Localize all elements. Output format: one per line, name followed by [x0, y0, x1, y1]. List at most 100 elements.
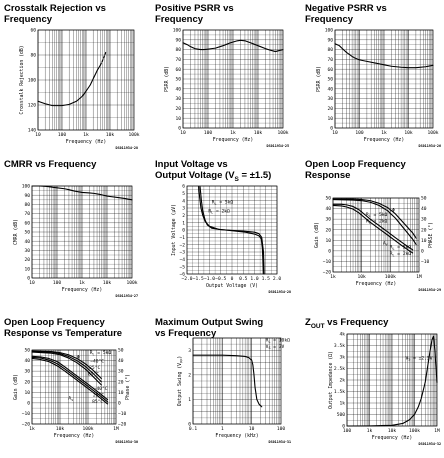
y-tick-label: 10: [325, 238, 331, 244]
chart-title: CMRR vs Frequency: [4, 159, 97, 170]
grid: [182, 29, 283, 129]
chart-title: Maximum Output Swing vs Frequency: [155, 317, 264, 339]
y-tick-label: 10: [24, 390, 30, 396]
annotation: Φ: [77, 354, 80, 360]
y-tick-label: −4: [179, 257, 185, 263]
y-tick-label: 40: [24, 358, 30, 364]
y-tick-label: 20: [325, 227, 331, 233]
y-tick-label: 40: [24, 239, 30, 245]
annotation: RL​ = 5kΩ: [366, 212, 388, 218]
y-tick-label: 90: [175, 37, 181, 43]
y-tick-label: 60: [30, 28, 36, 34]
x-tick-label: 10k: [56, 426, 65, 432]
series-line-3: [31, 351, 102, 386]
y-tick-label: 70: [327, 57, 333, 63]
chart-panel-openloop_temp: Open Loop Frequency Response vs Temperatu…: [4, 317, 140, 456]
y-tick-label: 2: [188, 372, 191, 378]
x-tick-label: 100k: [385, 274, 396, 280]
x-tick-label: 1.5: [262, 276, 271, 282]
x-tick-label: 10: [249, 426, 255, 432]
y-tick-label: 70: [175, 57, 181, 63]
y-tick-label: 0: [182, 228, 185, 234]
grid: [31, 349, 116, 425]
y-tick-label: 140: [28, 128, 37, 134]
chart-title: Crosstalk Rejection vs Frequency: [4, 3, 106, 25]
x-axis-label: Frequency (Hz): [66, 139, 106, 145]
y-tick-label: 0: [188, 422, 191, 428]
plot-frame: [37, 29, 135, 131]
figure-code: DS011934-27: [116, 294, 138, 298]
x-axis-label: Frequency (Hz): [62, 287, 102, 293]
chart-panel-openloop: Open Loop Frequency Response 1k 10k 100k 1M −2…: [305, 159, 443, 308]
y-tick-label: 20: [24, 257, 30, 263]
x-tick-label: −2.0: [181, 276, 192, 282]
plot-frame: [31, 349, 117, 425]
y-tick-label: 80: [24, 202, 30, 208]
annotation: RL​ = 2kΩ: [390, 251, 412, 257]
x-tick-label: 1M: [113, 426, 119, 432]
y-axis-label: Output Impedance (Ω): [328, 351, 334, 409]
annotation: 85°C: [88, 371, 99, 377]
x-tick-label: 100: [277, 426, 286, 432]
x-tick-label: −1.0: [204, 276, 215, 282]
annotation: −40°C: [90, 359, 104, 365]
figure-code: DS011934-26: [419, 144, 441, 148]
grid: [31, 185, 132, 279]
series-line-4: [31, 355, 109, 401]
annotation: Φ: [392, 208, 395, 214]
x-tick-label: 100k: [82, 426, 93, 432]
y-axis-label: Gain (dB): [13, 374, 19, 400]
x-tick-label: −0.5: [215, 276, 226, 282]
annotation: 25°C: [93, 393, 104, 399]
plot-frame: [332, 197, 420, 273]
y-tick-label: 20: [175, 106, 181, 112]
grid: [334, 29, 433, 129]
y-tick-label: 50: [24, 348, 30, 354]
x-axis-label: Output Voltage (V): [206, 283, 258, 289]
x-tick-label: 100: [343, 428, 352, 434]
y2-tick-label: −20: [118, 422, 127, 428]
y-tick-label: 40: [325, 206, 331, 212]
x-axis-label: Frequency (Hz): [364, 137, 404, 143]
y-tick-label: −1: [179, 235, 185, 241]
x-tick-label: 0: [231, 276, 234, 282]
series-line-1: [334, 43, 434, 69]
y-tick-label: 100: [325, 28, 334, 34]
series-line-1: [31, 350, 102, 380]
chart-svg: 10 100 1k 10k 100k 60 80 100 120 140 Frequency (Hz…: [19, 28, 140, 150]
chart-svg: −2.0 −1.5 −1.0 −0.5 0 0.5 1.0 1.5 2.0 −6 −5−4−3 −2−…: [171, 184, 291, 294]
y-tick-label: 0: [27, 276, 30, 282]
y-tick-label: 20: [24, 379, 30, 385]
x-tick-label: −1.5: [193, 276, 204, 282]
x-tick-label: 1k: [381, 130, 387, 136]
y2-axis-label: PHASE (°): [428, 222, 434, 248]
y-tick-label: 80: [30, 53, 36, 59]
y-tick-label: 60: [327, 67, 333, 73]
x-axis-label: Frequency (Hz): [213, 137, 253, 143]
y-tick-label: 1: [188, 397, 191, 403]
x-tick-label: 1k: [330, 274, 336, 280]
chart-title: Input Voltage vs Output Voltage (VS = ±1.…: [155, 159, 272, 183]
y-tick-label: 6: [182, 184, 185, 190]
chart-svg: 0.1 1 10 100 0 1 2 3 Frequency (kHz) Output Swing…: [177, 337, 291, 444]
series-line-3: [332, 198, 417, 239]
y-tick-label: 1.5k: [334, 389, 345, 395]
y-tick-label: 90: [24, 193, 30, 199]
annotation: VS​ = 3V: [266, 344, 285, 350]
series-line-1: [346, 335, 438, 427]
y2-tick-label: 50: [118, 348, 124, 354]
y-tick-label: 4: [182, 198, 185, 204]
chart-panel-cmrr: CMRR vs Frequency 10 100 1k 10k 100k 0 10 20 30 40…: [4, 159, 140, 308]
x-tick-label: 1k: [367, 428, 373, 434]
series-line-2: [31, 351, 102, 383]
annotation: Av​: [68, 396, 73, 402]
plot-frame: [334, 29, 434, 129]
figure-code: DS011934-28: [269, 290, 291, 294]
x-tick-label: 0.1: [189, 426, 198, 432]
x-tick-label: 10k: [404, 130, 413, 136]
y-tick-label: 20: [327, 106, 333, 112]
chart-title: Positive PSRR vs Frequency: [155, 3, 234, 25]
y-tick-label: 120: [28, 103, 37, 109]
x-tick-label: 1k: [29, 426, 35, 432]
y-tick-label: 3: [188, 348, 191, 354]
